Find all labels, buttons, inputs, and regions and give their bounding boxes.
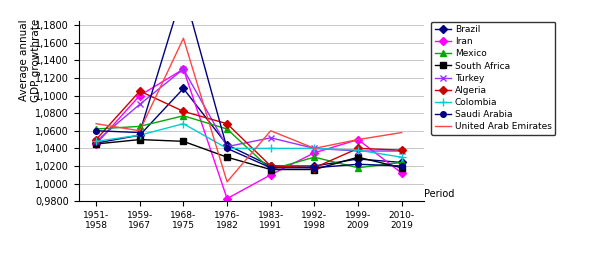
Brazil (267, 164, 274, 167)
Iran (398, 172, 405, 175)
Line: Brazil: Brazil (93, 86, 405, 169)
Mexico (267, 168, 274, 171)
Saudi Arabia (355, 163, 362, 166)
Algeria (311, 166, 318, 169)
Brazil (180, 87, 187, 90)
United Arab Emirates (180, 37, 187, 40)
Colombia (355, 149, 362, 152)
Line: Algeria: Algeria (93, 88, 405, 171)
Y-axis label: Average annual
GDP growthrate: Average annual GDP growthrate (19, 19, 41, 102)
Turkey (398, 149, 405, 152)
Colombia (398, 156, 405, 159)
Turkey (136, 103, 143, 106)
Saudi Arabia (223, 147, 231, 150)
Colombia (223, 147, 231, 150)
United Arab Emirates (355, 138, 362, 141)
Algeria (93, 138, 100, 141)
Mexico (311, 156, 318, 159)
Algeria (136, 90, 143, 93)
Turkey (180, 68, 187, 71)
Line: Saudi Arabia: Saudi Arabia (93, 0, 405, 171)
United Arab Emirates (223, 180, 231, 183)
Brazil (311, 164, 318, 167)
Mexico (93, 127, 100, 131)
Mexico (180, 114, 187, 117)
Iran (136, 94, 143, 97)
Saudi Arabia (267, 166, 274, 169)
United Arab Emirates (311, 147, 318, 150)
Turkey (311, 147, 318, 150)
Turkey (93, 140, 100, 143)
United Arab Emirates (398, 131, 405, 134)
Saudi Arabia (93, 129, 100, 132)
Turkey (267, 136, 274, 139)
Line: South Africa: South Africa (93, 137, 405, 172)
Line: Turkey: Turkey (93, 66, 405, 155)
Algeria (355, 147, 362, 150)
Saudi Arabia (136, 131, 143, 134)
Line: Mexico: Mexico (93, 113, 405, 172)
Line: Colombia: Colombia (92, 119, 406, 161)
Algeria (180, 110, 187, 113)
South Africa (355, 156, 362, 159)
South Africa (267, 168, 274, 171)
Legend: Brazil, Iran, Mexico, South Africa, Turkey, Algeria, Colombia, Saudi Arabia, Uni: Brazil, Iran, Mexico, South Africa, Turk… (431, 21, 555, 135)
Colombia (180, 122, 187, 125)
Saudi Arabia (398, 164, 405, 167)
Brazil (93, 142, 100, 145)
Turkey (223, 145, 231, 148)
Algeria (398, 149, 405, 152)
Mexico (355, 166, 362, 169)
Iran (311, 151, 318, 154)
South Africa (180, 140, 187, 143)
Iran (93, 142, 100, 146)
Text: Period: Period (424, 189, 455, 199)
Turkey (355, 149, 362, 152)
South Africa (311, 168, 318, 171)
Colombia (93, 140, 100, 143)
Iran (267, 173, 274, 176)
United Arab Emirates (93, 122, 100, 125)
Mexico (136, 125, 143, 128)
Iran (180, 68, 187, 71)
Brazil (136, 134, 143, 137)
Saudi Arabia (311, 166, 318, 169)
Colombia (267, 147, 274, 150)
Mexico (398, 161, 405, 164)
Line: Iran: Iran (93, 66, 405, 201)
Iran (223, 197, 231, 200)
South Africa (398, 166, 405, 169)
Colombia (311, 147, 318, 150)
Algeria (223, 122, 231, 125)
South Africa (223, 156, 231, 159)
United Arab Emirates (267, 129, 274, 132)
Mexico (223, 127, 231, 131)
South Africa (93, 142, 100, 146)
South Africa (136, 138, 143, 141)
United Arab Emirates (136, 129, 143, 132)
Brazil (355, 157, 362, 160)
Line: United Arab Emirates: United Arab Emirates (96, 38, 402, 182)
Brazil (398, 161, 405, 164)
Iran (355, 138, 362, 141)
Algeria (267, 164, 274, 167)
Colombia (136, 134, 143, 137)
Brazil (223, 143, 231, 146)
